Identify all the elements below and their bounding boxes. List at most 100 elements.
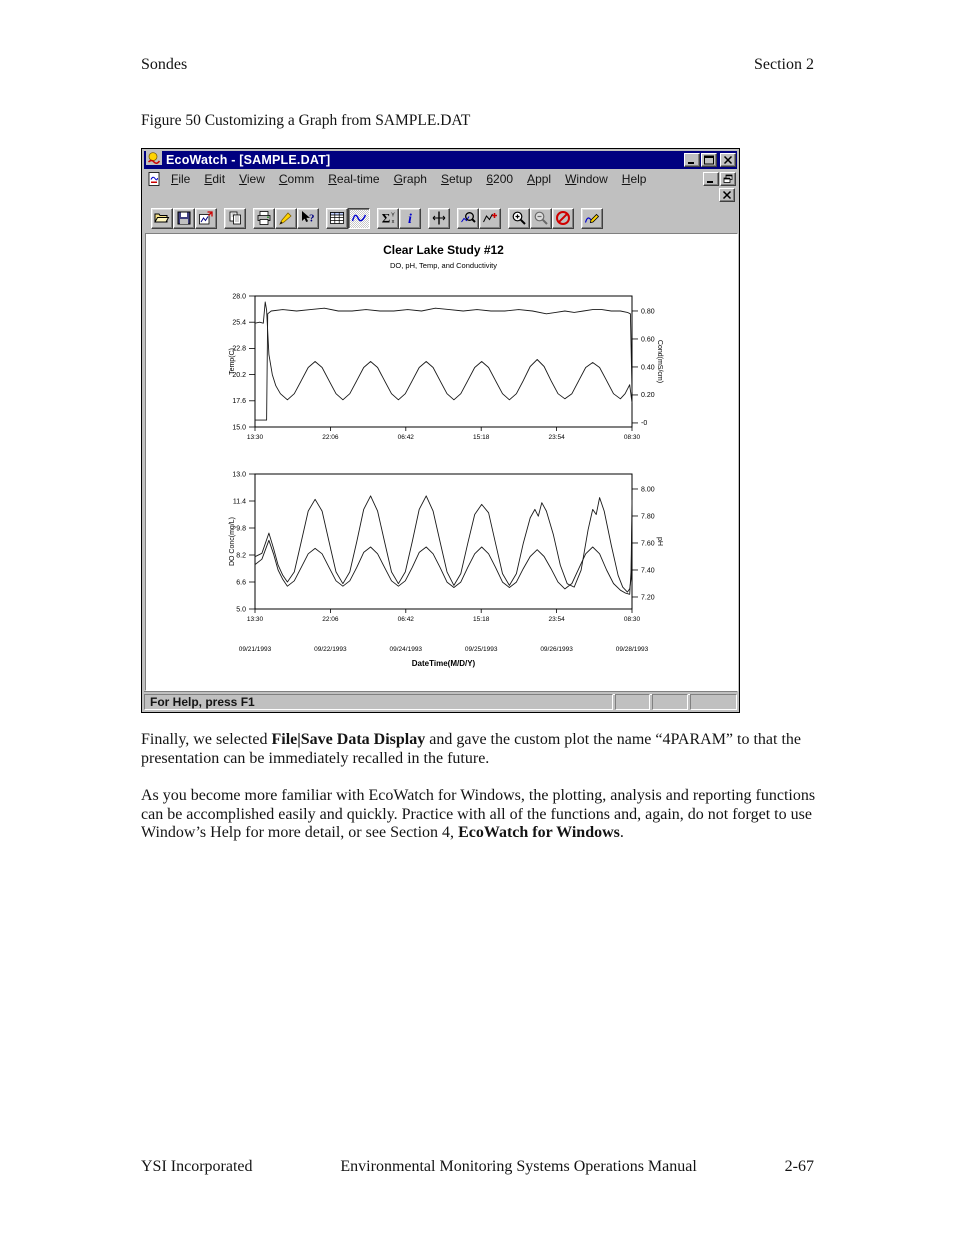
status-bar: For Help, press F1 bbox=[144, 694, 737, 710]
titlebar[interactable]: EcoWatch - [SAMPLE.DAT] bbox=[144, 150, 737, 170]
menu-view[interactable]: View bbox=[239, 172, 265, 186]
toolbar-group bbox=[457, 207, 501, 229]
file-info-button[interactable]: i bbox=[399, 207, 421, 229]
chart: Clear Lake Study #12 DO, pH, Temp, and Co… bbox=[229, 243, 663, 668]
svg-text:8.2: 8.2 bbox=[236, 552, 246, 559]
svg-text:6.6: 6.6 bbox=[236, 579, 246, 586]
study-probe-button[interactable] bbox=[479, 207, 501, 229]
svg-text:x: x bbox=[392, 219, 395, 225]
svg-text:09/22/1993: 09/22/1993 bbox=[314, 646, 347, 653]
page-header: Sondes Section 2 bbox=[141, 56, 814, 74]
svg-text:13:30: 13:30 bbox=[247, 434, 264, 441]
window-title: EcoWatch - [SAMPLE.DAT] bbox=[166, 153, 331, 167]
zoom-window-button[interactable] bbox=[457, 207, 479, 229]
svg-text:15.0: 15.0 bbox=[232, 424, 246, 431]
zoom-out-button bbox=[530, 207, 552, 229]
menu-graph[interactable]: Graph bbox=[393, 172, 427, 186]
menu-setup[interactable]: Setup bbox=[440, 172, 473, 186]
edit-annotate-button[interactable] bbox=[581, 207, 603, 229]
svg-text:7.60: 7.60 bbox=[641, 540, 655, 547]
child-close-button[interactable] bbox=[719, 188, 735, 202]
close-icon bbox=[723, 155, 733, 165]
svg-text:06:42: 06:42 bbox=[398, 434, 415, 441]
data-table-icon bbox=[330, 212, 344, 224]
svg-text:09/24/1993: 09/24/1993 bbox=[390, 646, 423, 653]
toolbar-group bbox=[224, 207, 246, 229]
svg-text:Clear Lake Study #12: Clear Lake Study #12 bbox=[383, 243, 504, 257]
svg-text:08:30: 08:30 bbox=[624, 434, 641, 441]
toolbar-group bbox=[581, 207, 603, 229]
svg-text:0.60: 0.60 bbox=[641, 336, 655, 343]
footer-center: Environmental Monitoring Systems Operati… bbox=[340, 1158, 697, 1175]
svg-text:09/26/1993: 09/26/1993 bbox=[540, 646, 573, 653]
cancel-limits-icon bbox=[556, 211, 570, 225]
svg-text:06:42: 06:42 bbox=[398, 616, 415, 623]
svg-text:09/25/1993: 09/25/1993 bbox=[465, 646, 498, 653]
graph-icon bbox=[351, 214, 367, 222]
zoom-out-icon bbox=[534, 211, 548, 225]
open-file-icon bbox=[154, 213, 170, 223]
svg-text:DateTime(M/D/Y): DateTime(M/D/Y) bbox=[412, 659, 476, 668]
footer-left: YSI Incorporated bbox=[141, 1158, 253, 1175]
menu-appl[interactable]: Appl bbox=[527, 172, 552, 186]
menu-file[interactable]: File bbox=[171, 172, 191, 186]
menu-edit[interactable]: Edit bbox=[204, 172, 226, 186]
context-help-icon: ? bbox=[302, 211, 314, 225]
print-button[interactable] bbox=[253, 207, 275, 229]
svg-text:-0: -0 bbox=[641, 420, 647, 427]
copy-button[interactable] bbox=[224, 207, 246, 229]
context-help-button[interactable]: ? bbox=[297, 207, 319, 229]
print-icon bbox=[257, 211, 271, 225]
svg-text:Y: Y bbox=[391, 213, 395, 219]
data-table-button[interactable] bbox=[326, 207, 348, 229]
header-left: Sondes bbox=[141, 56, 188, 73]
copy-icon bbox=[229, 211, 241, 225]
open-file-button[interactable] bbox=[151, 207, 173, 229]
minimize-icon bbox=[688, 162, 694, 164]
app-icon bbox=[146, 150, 162, 170]
menu-items: File Edit View Comm Real-time Graph Setup 6200 A… bbox=[164, 171, 653, 187]
menu-window[interactable]: Window bbox=[565, 172, 608, 186]
toolbar-group bbox=[151, 207, 217, 229]
svg-text:08:30: 08:30 bbox=[624, 616, 641, 623]
body-text: Finally, we selected File|Save Data Disp… bbox=[141, 731, 822, 862]
child-minimize-button[interactable] bbox=[703, 172, 719, 186]
svg-text:23:54: 23:54 bbox=[548, 616, 565, 623]
menu-help[interactable]: Help bbox=[621, 172, 647, 186]
header-right: Section 2 bbox=[754, 56, 814, 73]
zoom-in-button[interactable] bbox=[508, 207, 530, 229]
export-plot-icon bbox=[199, 211, 213, 225]
toolbar-group bbox=[508, 207, 574, 229]
save-file-icon bbox=[177, 211, 191, 225]
svg-text:15:18: 15:18 bbox=[473, 616, 490, 623]
paragraph-1: Finally, we selected File|Save Data Disp… bbox=[141, 731, 802, 767]
svg-text:0.40: 0.40 bbox=[641, 364, 655, 371]
svg-text:DO Conc(mg/L): DO Conc(mg/L) bbox=[229, 517, 236, 566]
svg-text:17.6: 17.6 bbox=[232, 398, 246, 405]
maximize-icon bbox=[704, 155, 714, 165]
maximize-button[interactable] bbox=[701, 153, 717, 167]
menu-real-time[interactable]: Real-time bbox=[328, 172, 380, 186]
child-restore-button[interactable] bbox=[720, 172, 736, 186]
save-file-button[interactable] bbox=[173, 207, 195, 229]
graph-button[interactable] bbox=[348, 207, 370, 229]
minimize-button[interactable] bbox=[684, 153, 700, 167]
chart-client-area: Clear Lake Study #12 DO, pH, Temp, and Co… bbox=[145, 233, 738, 691]
child-close-icon bbox=[722, 190, 732, 200]
close-button[interactable] bbox=[720, 153, 736, 167]
highlight-marker-button[interactable] bbox=[275, 207, 297, 229]
child-close-row bbox=[719, 188, 735, 202]
menu-comm[interactable]: Comm bbox=[278, 172, 315, 186]
footer-right: 2-67 bbox=[784, 1158, 814, 1175]
ecowatch-window: EcoWatch - [SAMPLE.DAT] File Edit View Comm… bbox=[141, 148, 740, 713]
edit-annotate-icon bbox=[584, 213, 600, 224]
status-panel bbox=[615, 694, 650, 710]
svg-text:22:06: 22:06 bbox=[322, 616, 339, 623]
menu-6200[interactable]: 6200 bbox=[486, 172, 514, 186]
cancel-limits-button[interactable] bbox=[552, 207, 574, 229]
export-plot-button[interactable] bbox=[195, 207, 217, 229]
graph-limits-button[interactable] bbox=[428, 207, 450, 229]
